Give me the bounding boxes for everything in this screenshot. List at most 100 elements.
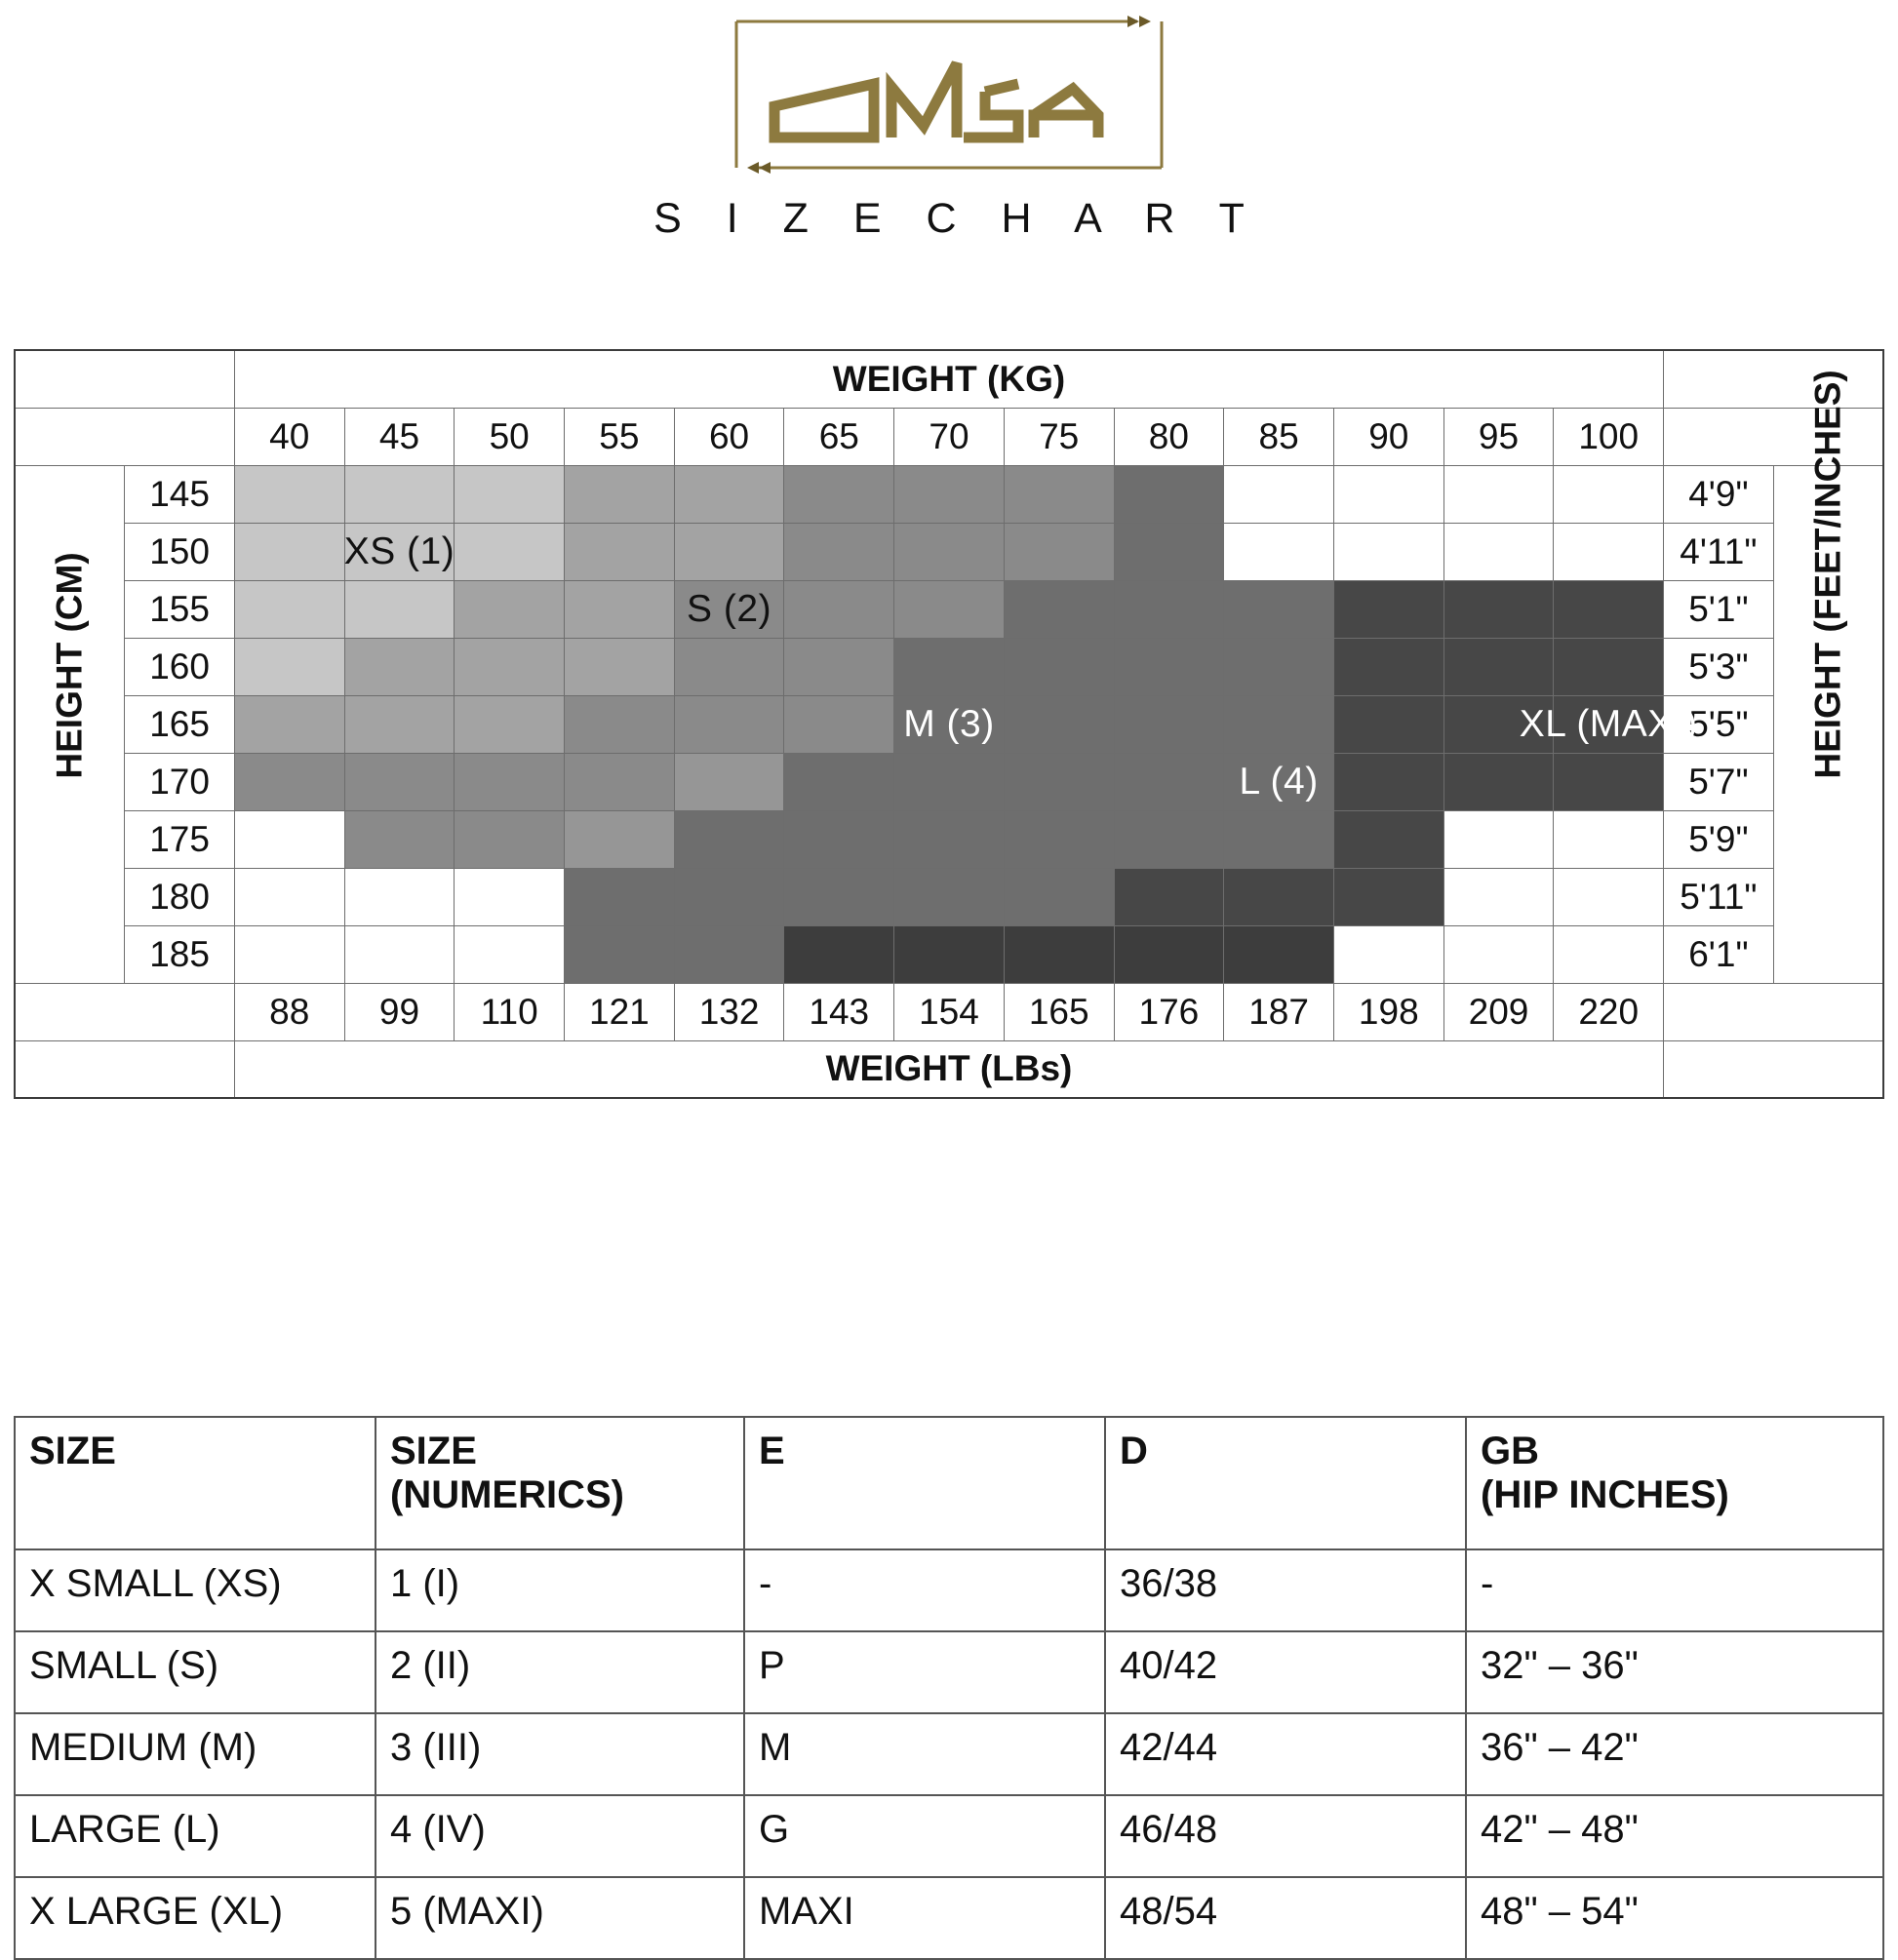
cell-d: 40/42	[1104, 1630, 1467, 1714]
cell-e: G	[743, 1794, 1106, 1878]
grid-cell	[454, 924, 566, 984]
grid-cell	[783, 809, 895, 869]
grid-row: 150 XS (1) 4'11"	[15, 522, 1883, 581]
weight-lb-title-row: WEIGHT (LBs)	[14, 1039, 1884, 1099]
grid-cell	[1113, 694, 1225, 754]
weight-kg-100: 100	[1553, 407, 1665, 466]
omsa-logo	[730, 8, 1168, 181]
lb-title-blank-left	[14, 1039, 235, 1099]
grid-cell	[343, 809, 455, 869]
grid-cell	[1553, 809, 1665, 869]
grid-cell	[1443, 752, 1555, 811]
grid-cell	[893, 637, 1005, 696]
size-reference-section: SIZE SIZE (NUMERICS) E D GB (HIP INCHES)…	[14, 1416, 1884, 1960]
page-title: S I Z E C H A R T	[653, 195, 1261, 242]
grid-cell	[233, 637, 345, 696]
weight-kg-65: 65	[783, 407, 895, 466]
grid-cell	[1003, 522, 1115, 581]
lb-title-blank-right	[1663, 1039, 1884, 1099]
table-row: X SMALL (XS) 1 (I) -36/38-	[14, 1548, 1884, 1632]
grid-cell	[1003, 637, 1115, 696]
grid-row: 160 5'3"	[15, 637, 1883, 696]
grid-cell	[343, 637, 455, 696]
cell-size: X SMALL (XS)	[14, 1548, 376, 1632]
table-row: MEDIUM (M) 3 (III) M 42/44 36" – 42"	[14, 1712, 1884, 1796]
weight-lb-143: 143	[783, 982, 895, 1041]
weight-lb-209: 209	[1443, 982, 1555, 1041]
size-label: M (3)	[903, 702, 995, 745]
grid-cell	[893, 522, 1005, 581]
cell-d: 48/54	[1104, 1876, 1467, 1960]
grid-cell	[673, 867, 785, 926]
grid-cell	[1332, 752, 1444, 811]
grid-cell	[1223, 579, 1334, 639]
cell-size: LARGE (L)	[14, 1794, 376, 1878]
grid-cell	[1553, 579, 1665, 639]
cell-d: 42/44	[1104, 1712, 1467, 1796]
grid-cell	[673, 809, 785, 869]
grid-cell	[673, 464, 785, 524]
grid-cell	[343, 867, 455, 926]
grid-row: 170 L (4) 5'7"	[15, 752, 1883, 811]
weight-kg-45: 45	[343, 407, 455, 466]
grid-cell	[1003, 752, 1115, 811]
grid-cell	[1223, 694, 1334, 754]
grid-cell	[233, 694, 345, 754]
grid-cell: XS (1)	[343, 522, 455, 581]
cell-e: -	[743, 1548, 1106, 1632]
height-cm-175: 175	[124, 809, 235, 869]
grid-cell	[893, 809, 1005, 869]
size-grid-section: WEIGHT (KG) 40 45 50 55 60 65 70 75 80 85 90 95 100 HE…	[14, 349, 1884, 1099]
grid-row: 155 S (2) 5'1"	[15, 579, 1883, 639]
table-row: SMALL (S) 2 (II) P 40/42 32" – 36"	[14, 1630, 1884, 1714]
weight-kg-scale-row: 40 45 50 55 60 65 70 75 80 85 90 95 100	[14, 407, 1884, 466]
grid-cell	[1003, 694, 1115, 754]
grid-cell	[233, 522, 345, 581]
grid-cell	[1113, 579, 1225, 639]
scale-blank-right	[1663, 407, 1884, 466]
grid-cell	[1223, 924, 1334, 984]
grid-cell	[1003, 809, 1115, 869]
height-cm-185: 185	[124, 924, 235, 984]
cell-gb: 48" – 54"	[1465, 1876, 1884, 1960]
weight-kg-axis-title: WEIGHT (KG)	[233, 349, 1665, 409]
weight-lb-axis-title: WEIGHT (LBs)	[233, 1039, 1665, 1099]
grid-cell	[343, 924, 455, 984]
weight-lb-121: 121	[564, 982, 675, 1041]
grid-cell	[1332, 694, 1444, 754]
weight-lb-110: 110	[454, 982, 566, 1041]
grid-cell	[1113, 924, 1225, 984]
cell-numerics: 2 (II)	[375, 1630, 745, 1714]
grid-cell	[1113, 637, 1225, 696]
grid-cell	[1113, 522, 1225, 581]
grid-cell	[1223, 464, 1334, 524]
grid-cell: XL (MAXI)	[1520, 694, 1697, 754]
grid-cell	[454, 522, 566, 581]
grid-cell	[783, 522, 895, 581]
grid-cell	[1553, 522, 1665, 581]
height-cm-180: 180	[124, 867, 235, 926]
height-cm-155: 155	[124, 579, 235, 639]
grid-cell	[1443, 522, 1555, 581]
grid-cell	[783, 752, 895, 811]
cell-gb: 42" – 48"	[1465, 1794, 1884, 1878]
size-reference-table: SIZE SIZE (NUMERICS) E D GB (HIP INCHES)…	[14, 1416, 1884, 1960]
scale-blank-right-lb	[1663, 982, 1884, 1041]
col-header-numerics-line2: (NUMERICS)	[390, 1473, 624, 1516]
height-ft-3: 5'3"	[1663, 637, 1774, 696]
col-header-size: SIZE	[14, 1416, 376, 1550]
grid-cell	[454, 637, 566, 696]
grid-cell	[564, 752, 675, 811]
col-header-gb: GB (HIP INCHES)	[1465, 1416, 1884, 1550]
grid-row: HEIGHT (CM) 145 4'9" HEIGHT (FEET/INCHES)	[14, 370, 1884, 984]
grid-cell	[343, 752, 455, 811]
size-label: XS (1)	[343, 529, 455, 572]
cell-size: SMALL (S)	[14, 1630, 376, 1714]
grid-cell	[673, 522, 785, 581]
grid-cell	[233, 867, 345, 926]
col-header-d: D	[1104, 1416, 1467, 1550]
grid-cell	[1443, 924, 1555, 984]
weight-kg-85: 85	[1223, 407, 1334, 466]
grid-cell	[893, 579, 1005, 639]
grid-cell	[783, 637, 895, 696]
